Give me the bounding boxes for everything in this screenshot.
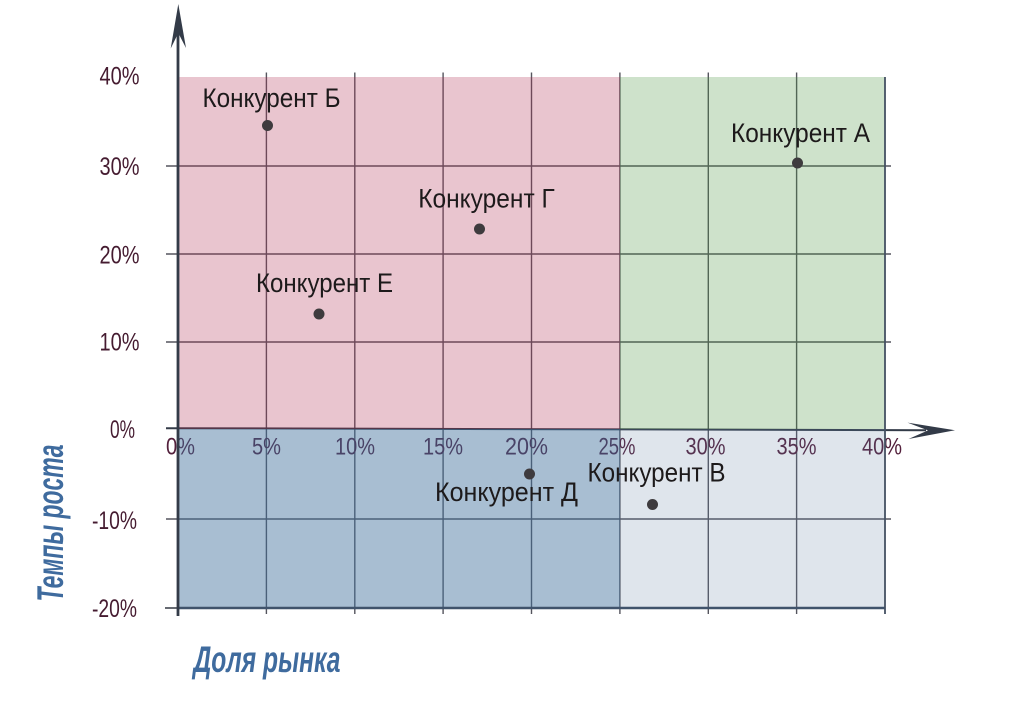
svg-text:15%: 15%: [423, 434, 463, 461]
svg-text:Темпы роста: Темпы роста: [30, 445, 71, 602]
svg-text:-20%: -20%: [92, 595, 137, 623]
svg-text:30%: 30%: [100, 153, 140, 181]
svg-text:Конкурент Е: Конкурент Е: [256, 268, 393, 298]
svg-text:Конкурент В: Конкурент В: [588, 458, 726, 488]
svg-text:0%: 0%: [110, 416, 135, 444]
svg-text:40%: 40%: [100, 63, 140, 91]
svg-text:10%: 10%: [100, 329, 140, 357]
svg-text:20%: 20%: [505, 434, 548, 461]
svg-text:30%: 30%: [686, 434, 726, 461]
svg-text:Доля рынка: Доля рынка: [192, 639, 341, 680]
svg-text:0%: 0%: [166, 434, 195, 461]
svg-text:20%: 20%: [100, 242, 140, 270]
svg-text:Конкурент Д: Конкурент Д: [435, 477, 578, 507]
svg-text:10%: 10%: [335, 434, 375, 461]
svg-text:-10%: -10%: [92, 507, 137, 535]
svg-text:35%: 35%: [777, 434, 817, 461]
svg-text:5%: 5%: [252, 434, 281, 461]
svg-text:Конкурент Г: Конкурент Г: [418, 184, 555, 214]
svg-text:Конкурент Б: Конкурент Б: [203, 83, 341, 113]
svg-text:25%: 25%: [599, 434, 636, 461]
svg-text:Конкурент А: Конкурент А: [731, 118, 870, 148]
svg-text:40%: 40%: [862, 434, 902, 461]
